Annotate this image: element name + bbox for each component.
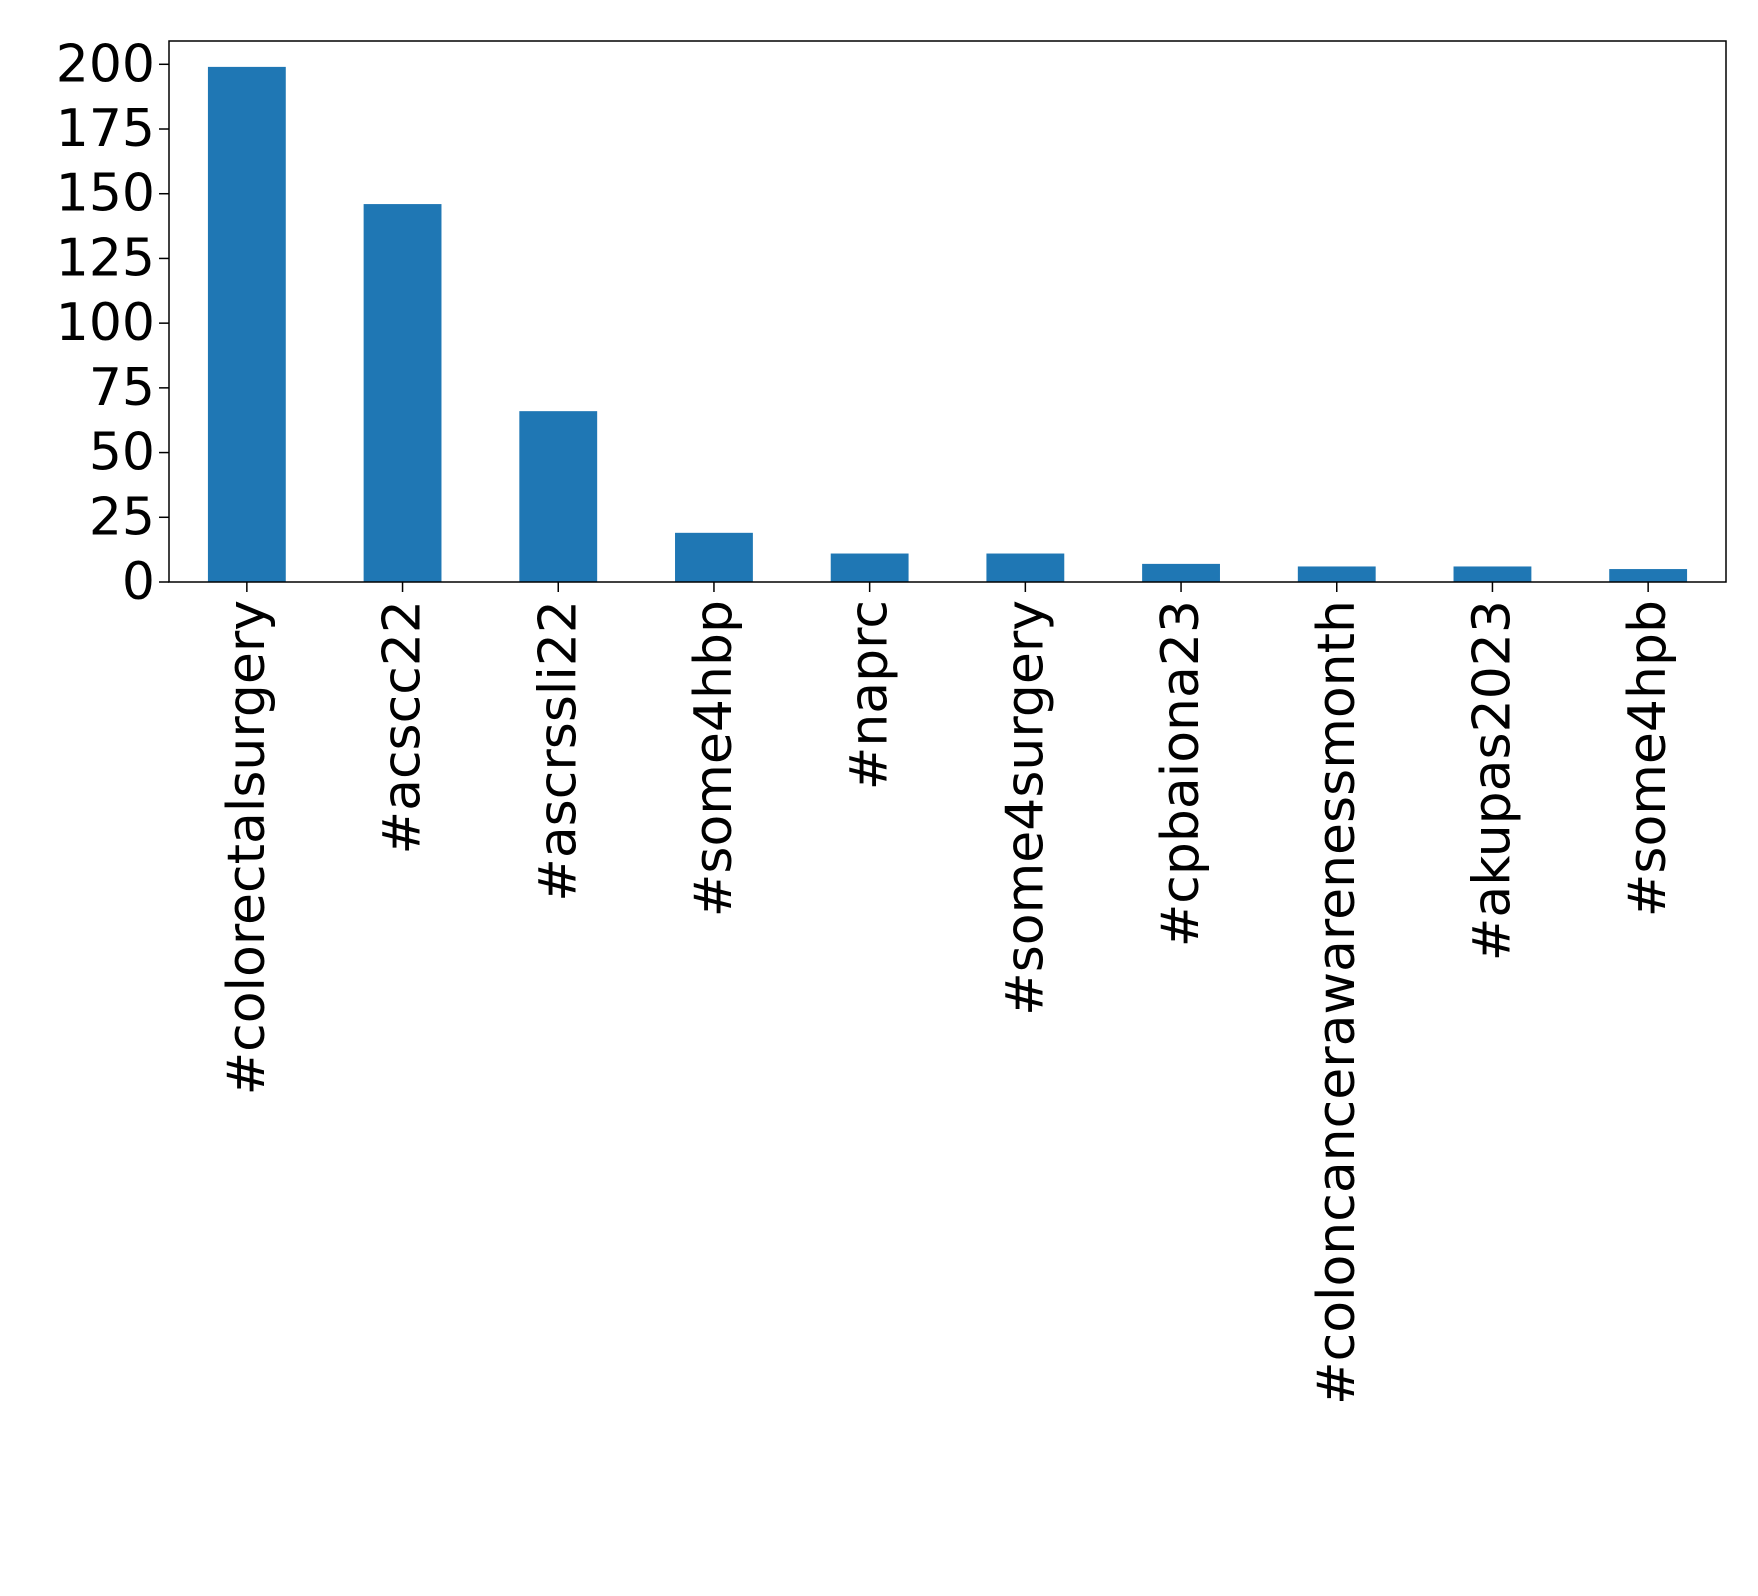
bar-some4hpb — [1609, 569, 1688, 582]
x-tick-label-ascrssli22: #ascrssli22 — [528, 600, 588, 902]
bar-some4hbp — [675, 532, 753, 582]
bar-ascrssli22 — [519, 411, 598, 582]
x-tick-label-akupas2023: #akupas2023 — [1462, 600, 1522, 961]
x-tick-label-coloncancerawarenessmonth: #coloncancerawarenessmonth — [1307, 600, 1367, 1405]
y-tick-label-25: 25 — [89, 487, 155, 547]
x-tick-label-some4surgery: #some4surgery — [995, 600, 1055, 1016]
y-tick-label-50: 50 — [89, 423, 155, 483]
x-tick-label-colorectalsurgery: #colorectalsurgery — [217, 600, 277, 1095]
bar-acscc22 — [363, 204, 442, 583]
y-tick-label-200: 200 — [56, 34, 155, 94]
bar-cpbaiona23 — [1142, 563, 1220, 582]
y-tick-label-0: 0 — [122, 552, 155, 612]
y-tick-label-75: 75 — [89, 358, 155, 418]
x-tick-label-cpbaiona23: #cpbaiona23 — [1151, 600, 1211, 947]
bar-colorectalsurgery — [207, 66, 286, 582]
y-tick-label-125: 125 — [56, 228, 155, 288]
axes-frame — [168, 40, 1727, 583]
x-tick-label-naprc: #naprc — [840, 600, 900, 790]
bar-coloncancerawarenessmonth — [1297, 566, 1376, 582]
y-tick-label-150: 150 — [56, 164, 155, 224]
y-tick-label-100: 100 — [56, 293, 155, 353]
x-tick-label-some4hbp: #some4hbp — [684, 600, 744, 917]
x-tick-label-acscc22: #acscc22 — [373, 600, 433, 854]
y-tick-label-175: 175 — [56, 99, 155, 159]
bar-some4surgery — [986, 553, 1065, 582]
bar-akupas2023 — [1453, 566, 1532, 582]
x-tick-label-some4hpb: #some4hpb — [1618, 600, 1678, 917]
bar-naprc — [830, 553, 909, 582]
